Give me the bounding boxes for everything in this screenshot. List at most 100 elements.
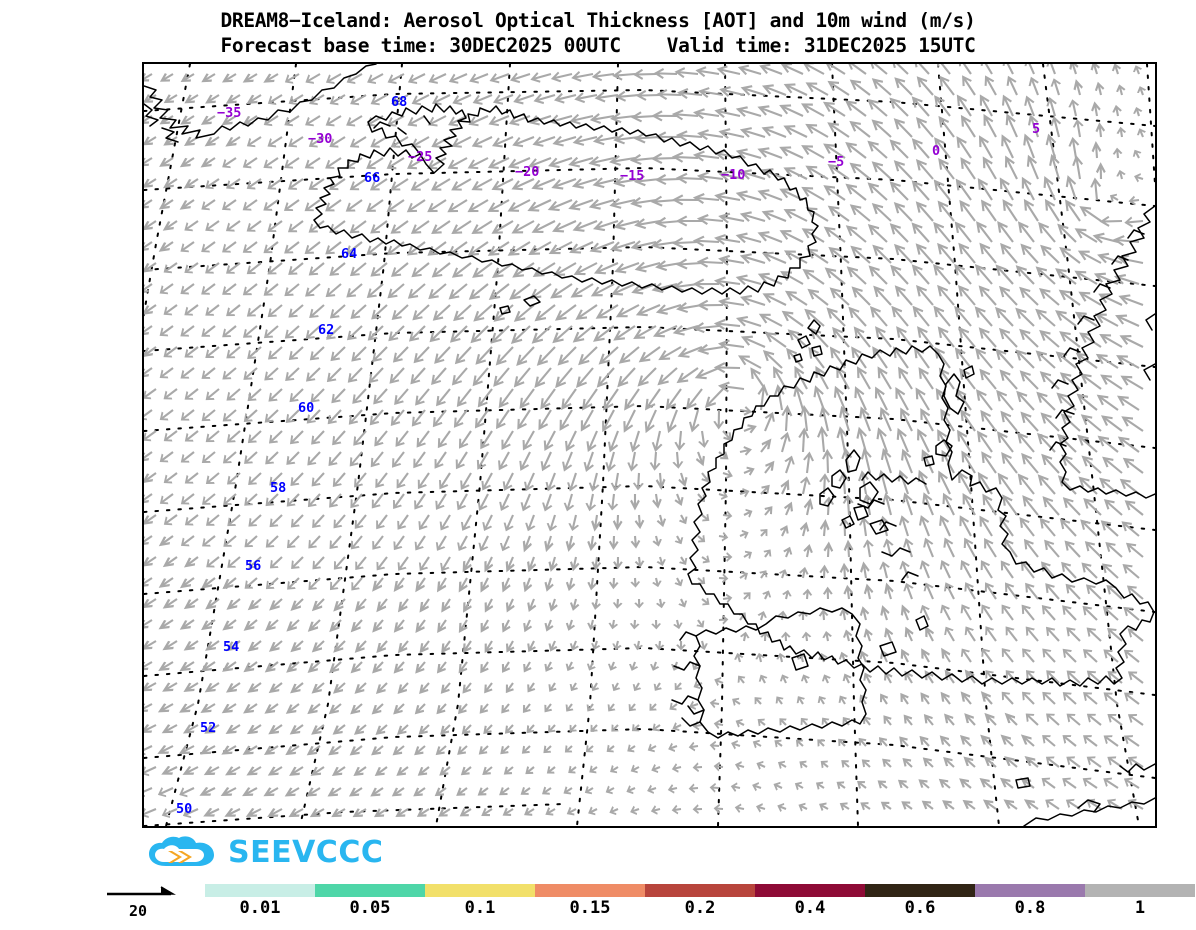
wind-arrow [797, 521, 812, 539]
wind-arrow [264, 300, 286, 321]
wind-arrow [825, 118, 853, 142]
wind-arrow [978, 689, 997, 708]
wind-arrow [671, 679, 685, 693]
wind-arrow [589, 513, 603, 532]
wind-arrow [972, 387, 997, 414]
wind-arrow [841, 629, 854, 644]
wind-arrow [365, 363, 388, 387]
wind-arrow [223, 216, 244, 235]
wind-arrow [651, 533, 664, 548]
wind-arrow [838, 563, 851, 580]
wind-arrow [1119, 412, 1147, 436]
wind-arrow [286, 384, 308, 406]
wind-arrow [738, 405, 753, 417]
wind-arrow [888, 64, 913, 79]
wind-arrow [1016, 283, 1043, 310]
wind-arrow [393, 804, 412, 821]
wind-arrow [559, 449, 578, 473]
wind-arrow [430, 448, 451, 471]
wind-arrow [410, 342, 434, 367]
wind-arrow [285, 216, 307, 236]
wind-arrow [161, 594, 181, 612]
wind-arrow [977, 197, 1001, 225]
map-canvas [144, 64, 1155, 826]
wind-arrow [1013, 429, 1039, 457]
wind-arrow [919, 797, 937, 814]
wind-arrow [347, 174, 370, 194]
wind-arrow [844, 64, 870, 79]
wind-arrow [223, 384, 244, 405]
wind-arrow [1020, 536, 1043, 561]
wind-arrow [245, 678, 265, 696]
wind-arrow [144, 720, 160, 737]
wind-arrow [544, 762, 559, 777]
wind-arrow [627, 428, 645, 453]
wind-arrow [822, 264, 850, 289]
wind-arrow [1114, 310, 1143, 332]
wind-arrow [182, 174, 202, 192]
wind-arrow [198, 405, 219, 425]
wind-arrow [323, 321, 346, 343]
wind-arrow [612, 513, 624, 530]
wind-arrow [244, 342, 265, 363]
wind-arrow [772, 737, 786, 751]
wind-arrow [895, 776, 912, 793]
wind-arrow [240, 153, 261, 172]
wind-arrow [821, 449, 834, 475]
wind-arrow [526, 236, 555, 259]
wind-arrow [477, 616, 493, 635]
wind-arrow [796, 800, 810, 814]
wind-arrow [603, 449, 620, 473]
wind-arrow [519, 742, 534, 757]
wind-arrow [1033, 347, 1060, 373]
wind-arrow [881, 626, 896, 644]
wind-arrow [1037, 241, 1064, 268]
wind-arrow [389, 342, 413, 366]
wind-arrow [161, 384, 181, 403]
wind-arrow [323, 69, 345, 87]
wind-arrow [390, 384, 413, 408]
wind-arrow [144, 636, 160, 654]
wind-arrow [781, 545, 795, 560]
wind-arrow [469, 173, 496, 195]
wind-arrow [1080, 688, 1101, 709]
wind-arrow [756, 186, 785, 206]
wind-arrow [182, 594, 202, 613]
wind-arrow [241, 657, 261, 676]
wind-arrow [1076, 287, 1105, 311]
wind-arrow [686, 407, 704, 433]
wind-arrow [848, 283, 875, 310]
wind-arrow [161, 468, 181, 487]
wind-arrow [828, 324, 854, 352]
wind-arrow [487, 321, 514, 347]
wind-arrow [519, 533, 536, 553]
wind-arrow [825, 77, 853, 100]
wind-arrow [552, 131, 579, 149]
wind-arrow [1043, 753, 1063, 772]
wind-arrow [975, 324, 1001, 352]
wind-arrow [608, 762, 622, 776]
wind-arrow [718, 338, 746, 353]
wind-arrow [369, 574, 388, 594]
wind-arrow [813, 779, 828, 793]
wind-arrow [433, 574, 451, 594]
wind-arrow [801, 305, 829, 331]
colorbar-tick-1: 0.05 [349, 898, 391, 918]
wind-arrow [1072, 266, 1101, 290]
wind-arrow [144, 531, 156, 549]
wind-arrow [587, 470, 603, 493]
wind-arrow [1059, 774, 1080, 793]
wind-arrow [245, 720, 265, 738]
wind-arrow [183, 90, 202, 107]
wind-arrow [526, 194, 555, 216]
wind-arrow [245, 552, 265, 572]
wind-arrow [797, 475, 813, 497]
wind-arrow [956, 155, 980, 183]
wind-arrow [714, 317, 742, 332]
wind-arrow [262, 741, 282, 759]
wind-arrow [469, 216, 496, 238]
wind-arrow [177, 699, 198, 717]
wind-arrow [476, 700, 493, 717]
wind-arrow [604, 783, 617, 797]
wind-arrow [1012, 262, 1039, 289]
